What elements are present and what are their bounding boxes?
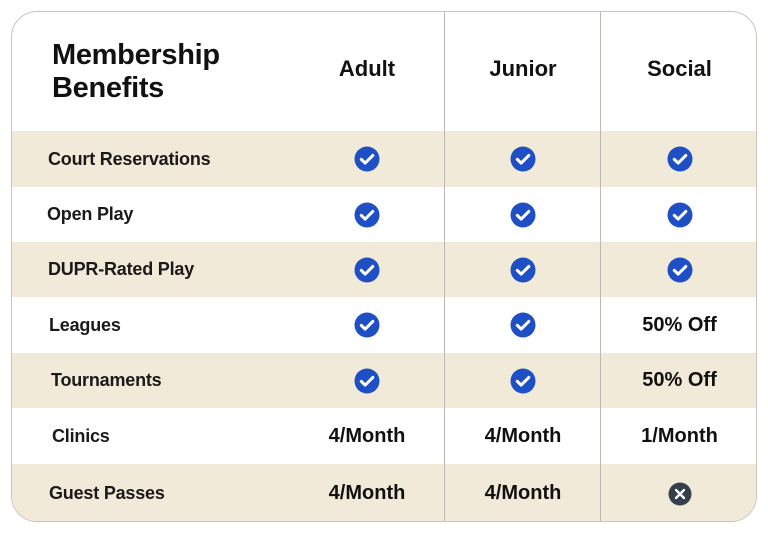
column-header-junior: Junior	[489, 56, 557, 81]
title-line-1: Membership	[52, 39, 220, 71]
cell-social: 50% Off	[642, 313, 717, 336]
cell-junior: 4/Month	[484, 424, 562, 447]
check-circle-icon	[510, 312, 536, 338]
cell-social	[601, 187, 756, 242]
check-circle-icon	[354, 312, 380, 338]
table-header: Membership Benefits Adult Junior Social	[12, 12, 756, 130]
row-label: Court Reservations	[48, 148, 211, 169]
cell-junior	[445, 187, 601, 242]
column-header-social: Social	[647, 56, 712, 81]
check-circle-icon	[667, 146, 692, 172]
table-row: Leagues 50% Off	[12, 297, 756, 353]
row-label: Leagues	[49, 314, 121, 335]
cell-social: 50% Off	[642, 369, 717, 391]
cell-junior: 4/Month	[484, 482, 562, 504]
check-circle-icon	[354, 257, 380, 282]
cell-adult	[289, 297, 445, 353]
cell-adult: 4/Month	[328, 482, 406, 504]
check-circle-icon	[510, 368, 536, 393]
row-label: Guest Passes	[49, 483, 165, 503]
cell-adult	[289, 353, 445, 408]
table-row: Court Reservations	[12, 131, 756, 187]
check-circle-icon	[667, 257, 692, 282]
check-circle-icon	[510, 202, 536, 227]
check-circle-icon	[510, 257, 536, 282]
membership-benefits-table: Membership Benefits Adult Junior Social …	[11, 11, 757, 522]
cell-junior	[445, 242, 601, 297]
check-circle-icon	[510, 146, 536, 172]
check-circle-icon	[354, 202, 380, 227]
row-label: Clinics	[52, 425, 110, 446]
check-circle-icon	[354, 368, 380, 393]
cell-social	[601, 464, 756, 521]
cell-social: 1/Month	[641, 424, 718, 447]
table-row: Guest Passes 4/Month 4/Month	[12, 464, 756, 521]
cell-adult	[289, 187, 445, 242]
cell-junior	[445, 131, 601, 187]
column-divider	[444, 12, 445, 521]
row-label: DUPR-Rated Play	[48, 259, 195, 279]
cell-junior	[445, 297, 601, 353]
cell-adult	[289, 242, 445, 297]
cell-adult	[289, 131, 445, 187]
table-row: Tournaments 50% Off	[12, 353, 756, 408]
table-row: DUPR-Rated Play	[12, 242, 756, 297]
cell-adult: 4/Month	[328, 424, 406, 447]
check-circle-icon	[354, 146, 380, 172]
column-divider	[600, 12, 601, 521]
title-line-2: Benefits	[52, 72, 165, 104]
cell-social	[601, 131, 756, 187]
row-label: Tournaments	[51, 370, 162, 390]
table-row: Open Play	[12, 187, 756, 242]
cell-junior	[445, 353, 601, 408]
column-header-adult: Adult	[338, 56, 396, 81]
table-title: Membership Benefits	[52, 39, 292, 105]
check-circle-icon	[667, 202, 692, 227]
cell-social	[601, 242, 756, 297]
row-label: Open Play	[47, 204, 134, 224]
table-row: Clinics 4/Month 4/Month 1/Month	[12, 408, 756, 464]
x-circle-icon	[668, 482, 691, 505]
